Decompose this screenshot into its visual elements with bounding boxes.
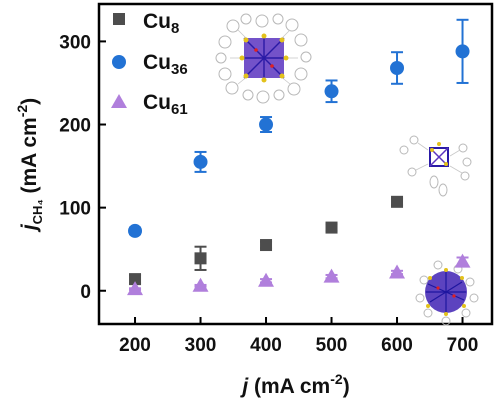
y-axis-title-exp: -2 (14, 105, 30, 118)
x-axis-title-main: j (239, 375, 249, 398)
x-tick-labels: 200 300 400 500 600 700 (119, 335, 478, 356)
legend-marker-cu61 (111, 94, 127, 108)
y-axis-title: jCH₄ (mA cm-2) (14, 98, 45, 233)
legend-marker-cu36 (112, 55, 126, 69)
data-point (258, 272, 275, 287)
plot-frame (97, 2, 494, 326)
y-tick-label: 100 (59, 199, 91, 220)
legend-label-cu61: Cu61 (143, 91, 188, 118)
x-tick-label: 600 (381, 335, 413, 356)
data-point (391, 195, 404, 208)
data-point (193, 154, 208, 169)
x-tick-label: 300 (185, 335, 217, 356)
x-tick-label: 700 (447, 335, 479, 356)
series-cu36 (128, 18, 470, 238)
y-tick-label: 0 (80, 282, 91, 303)
data-point (129, 273, 142, 286)
data-point (455, 44, 470, 59)
x-axis-title: j (mA cm-2) (239, 371, 349, 398)
legend-label-cu8: Cu8 (143, 10, 179, 37)
data-point (390, 61, 405, 75)
data-point (389, 264, 406, 279)
legend: Cu8 Cu36 Cu61 (111, 10, 188, 118)
cu36-cluster-structure-image (215, 13, 312, 104)
data-series (127, 18, 471, 296)
axis-ticks (99, 40, 464, 324)
y-axis-title-close: ) (18, 98, 41, 105)
data-point (324, 84, 339, 99)
series-cu8 (129, 195, 404, 286)
x-tick-label: 400 (250, 335, 282, 356)
y-tick-label: 200 (59, 116, 91, 137)
data-point (194, 252, 207, 265)
x-axis-title-unit: (mA cm (248, 375, 330, 398)
x-axis-title-close: ) (343, 375, 350, 398)
cu8-cluster-structure-image (399, 135, 472, 197)
data-point (259, 117, 274, 132)
x-tick-label: 500 (316, 335, 348, 356)
data-point (192, 277, 209, 292)
y-axis-title-unit: (mA cm (18, 117, 41, 199)
data-point (325, 221, 338, 234)
series-cu61 (127, 253, 471, 296)
data-point (260, 239, 273, 252)
y-tick-label: 300 (59, 32, 91, 53)
data-point (127, 281, 144, 296)
y-axis-title-sub: CH₄ (30, 199, 45, 224)
data-point (323, 268, 340, 283)
y-axis-title-main: j (18, 223, 41, 233)
data-point (128, 223, 143, 238)
x-tick-label: 200 (119, 335, 151, 356)
x-axis-title-exp: -2 (330, 371, 343, 387)
data-point (454, 253, 471, 268)
legend-marker-cu8 (113, 13, 125, 25)
legend-label-cu36: Cu36 (143, 51, 188, 78)
cu61-cluster-structure-image (415, 260, 479, 326)
y-tick-labels: 0 100 200 300 (59, 32, 91, 302)
